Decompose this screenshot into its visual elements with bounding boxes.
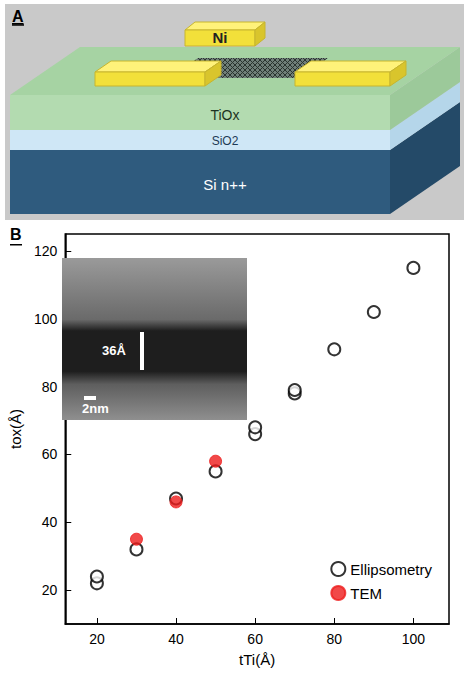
svg-text:60: 60 (42, 446, 58, 462)
svg-text:40: 40 (42, 514, 58, 530)
svg-text:B: B (10, 226, 22, 243)
svg-text:36Å: 36Å (102, 343, 126, 358)
svg-text:120: 120 (34, 243, 58, 259)
svg-text:80: 80 (42, 379, 58, 395)
svg-text:20: 20 (89, 631, 105, 647)
svg-text:tox(Å): tox(Å) (7, 409, 24, 449)
svg-text:tTi(Å): tTi(Å) (239, 651, 275, 668)
svg-text:2nm: 2nm (82, 401, 109, 416)
svg-text:Ni: Ni (213, 29, 228, 46)
svg-text:Ellipsometry: Ellipsometry (350, 561, 432, 578)
svg-text:80: 80 (326, 631, 342, 647)
svg-text:TiOx: TiOx (210, 107, 239, 123)
svg-text:100: 100 (34, 311, 58, 327)
svg-text:40: 40 (168, 631, 184, 647)
svg-text:A: A (12, 8, 24, 25)
svg-text:SiO2: SiO2 (212, 134, 239, 148)
svg-text:100: 100 (402, 631, 426, 647)
svg-text:TEM: TEM (350, 585, 382, 602)
svg-text:60: 60 (247, 631, 263, 647)
svg-text:20: 20 (42, 582, 58, 598)
svg-text:Si n++: Si n++ (203, 176, 247, 193)
